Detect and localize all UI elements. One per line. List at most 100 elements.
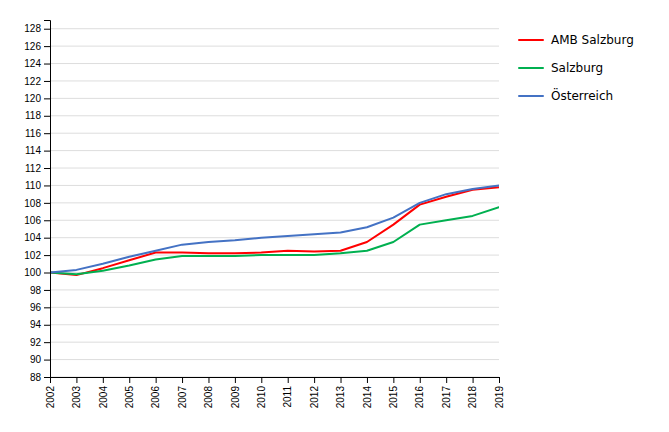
y-tick-label: 110 (25, 180, 41, 191)
grid-line (50, 220, 499, 221)
x-tick: 2012 (309, 377, 320, 408)
y-tick-label: 104 (24, 232, 41, 243)
y-tick-label: 112 (25, 163, 41, 174)
x-tick: 2003 (71, 377, 82, 408)
x-tick-label: 2015 (388, 386, 399, 409)
y-tick-label: 92 (30, 337, 42, 348)
y-tick-mark (44, 220, 50, 221)
y-tick: 128 (24, 23, 50, 34)
y-tick-mark (44, 29, 50, 30)
x-tick: 2019 (494, 377, 505, 408)
x-tick-mark (76, 377, 77, 383)
legend-label: Salzburg (551, 61, 603, 75)
grid-line (50, 324, 499, 325)
y-tick: 102 (24, 250, 50, 261)
legend-swatch (519, 39, 543, 41)
x-tick-mark (156, 377, 157, 383)
series-line (50, 185, 499, 272)
y-axis-line (44, 21, 51, 378)
grid-line (50, 342, 499, 343)
grid-line (50, 150, 499, 151)
y-tick-mark (44, 377, 50, 378)
x-tick-mark (103, 377, 104, 383)
x-axis: 2002 2003 2004 2005 2006 2007 2008 2009 2010 2011… (45, 377, 505, 408)
x-tick: 2008 (203, 377, 214, 408)
x-tick-label: 2010 (256, 386, 267, 409)
y-tick-label: 124 (24, 58, 41, 69)
x-tick: 2002 (45, 377, 56, 408)
x-tick-mark (420, 377, 421, 383)
x-tick: 2014 (362, 377, 373, 408)
y-tick-mark (44, 151, 50, 152)
legend-item: Österreich (519, 87, 613, 103)
y-tick-mark (44, 238, 50, 239)
y-tick-label: 96 (30, 302, 42, 313)
y-tick-mark (44, 64, 50, 65)
grid-line (50, 272, 499, 273)
x-tick: 2013 (335, 377, 346, 408)
y-tick-label: 126 (24, 41, 41, 52)
x-tick-mark (50, 377, 51, 383)
legend-label: AMB Salzburg (551, 33, 634, 47)
y-tick-label: 100 (24, 267, 41, 278)
plot: 88 90 92 94 96 98 100 102 104 106 108 110 112 114 116 1… (24, 21, 504, 409)
grid-line (50, 98, 499, 99)
x-tick: 2007 (177, 377, 188, 408)
grid-line (50, 133, 499, 134)
legend: AMB Salzburg Salzburg Österreich (519, 33, 634, 103)
y-tick: 122 (24, 76, 50, 87)
grid-line (50, 307, 499, 308)
x-tick: 2015 (388, 377, 399, 408)
x-tick-mark (208, 377, 209, 383)
grid-line (50, 359, 499, 360)
y-tick: 90 (30, 354, 50, 365)
y-tick-mark (44, 325, 50, 326)
y-tick-label: 114 (25, 145, 41, 156)
x-tick-label: 2019 (494, 386, 505, 409)
y-tick-mark (44, 133, 50, 134)
x-tick-label: 2018 (467, 386, 478, 409)
x-tick-label: 2016 (414, 386, 425, 409)
lines (50, 185, 499, 275)
y-tick-mark (44, 81, 50, 82)
grid-line (50, 46, 499, 47)
x-tick-mark (235, 377, 236, 383)
x-tick-mark (446, 377, 447, 383)
x-tick-label: 2004 (98, 386, 109, 409)
x-tick-label: 2005 (124, 386, 135, 409)
legend-label: Österreich (551, 87, 613, 103)
y-tick: 106 (24, 215, 50, 226)
x-tick-label: 2009 (230, 386, 241, 409)
x-tick-mark (367, 377, 368, 383)
grid-line (50, 202, 499, 203)
y-tick: 126 (24, 41, 50, 52)
y-tick-label: 108 (24, 198, 41, 209)
x-tick: 2006 (150, 377, 161, 408)
x-tick: 2016 (414, 377, 425, 408)
y-tick: 116 (25, 128, 50, 139)
chart: 88 90 92 94 96 98 100 102 104 106 108 110 112 114 116 1… (0, 0, 669, 432)
y-tick-label: 102 (24, 250, 41, 261)
y-tick: 88 (30, 372, 50, 383)
y-tick-mark (44, 116, 50, 117)
grid-line (50, 168, 499, 169)
y-tick: 92 (30, 337, 50, 348)
x-tick: 2009 (230, 377, 241, 408)
legend-item: AMB Salzburg (519, 33, 634, 47)
y-tick: 110 (25, 180, 50, 191)
x-tick-label: 2003 (71, 386, 82, 409)
x-tick: 2011 (282, 377, 293, 408)
y-tick: 96 (30, 302, 50, 313)
x-tick-label: 2011 (282, 386, 293, 408)
y-tick-mark (44, 46, 50, 47)
y-tick-label: 128 (24, 23, 41, 34)
x-tick-mark (473, 377, 474, 383)
y-tick-label: 122 (24, 76, 41, 87)
x-tick-label: 2006 (150, 386, 161, 409)
y-tick-mark (44, 255, 50, 256)
y-tick: 94 (30, 319, 50, 330)
y-tick-mark (44, 98, 50, 99)
x-tick-mark (288, 377, 289, 383)
x-tick-label: 2012 (309, 386, 320, 409)
y-tick: 98 (30, 285, 50, 296)
